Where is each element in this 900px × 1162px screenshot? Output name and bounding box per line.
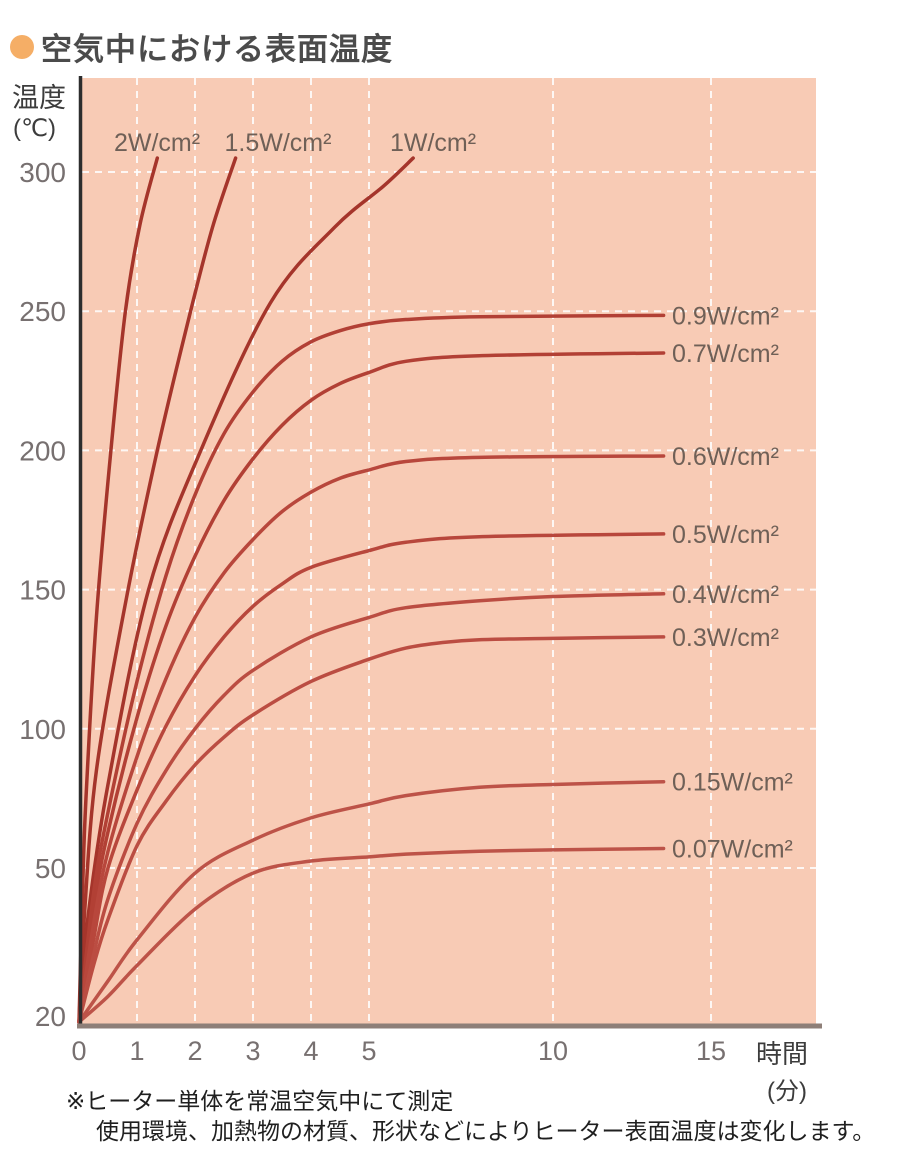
curve-label-0.3W/cm²: 0.3W/cm² <box>672 624 779 652</box>
footnote-measurement: ※ヒーター単体を常温空気中にて測定 <box>66 1088 454 1114</box>
curve-label-0.6W/cm²: 0.6W/cm² <box>672 443 779 471</box>
curve-label-0.5W/cm²: 0.5W/cm² <box>672 521 779 549</box>
x-axis-title: 時間 <box>756 1039 809 1069</box>
curve-0.7W/cm² <box>77 351 666 1024</box>
y-tick-300: 300 <box>19 157 66 188</box>
y-tick-250: 250 <box>19 296 66 327</box>
y-axis-unit: (℃) <box>13 115 56 142</box>
curve-label-2W/cm²: 2W/cm² <box>114 129 200 157</box>
curve-label-0.9W/cm²: 0.9W/cm² <box>672 302 779 330</box>
curve-1.5W/cm² <box>77 156 238 1024</box>
x-tick-5: 5 <box>361 1036 376 1066</box>
curve-0.6W/cm² <box>77 454 666 1024</box>
y-tick-50: 50 <box>35 853 66 884</box>
x-axis-unit: (分) <box>767 1078 807 1105</box>
curve-label-0.7W/cm²: 0.7W/cm² <box>672 340 779 368</box>
curve-label-0.07W/cm²: 0.07W/cm² <box>672 836 793 864</box>
curve-1W/cm² <box>77 156 415 1024</box>
y-tick-150: 150 <box>19 575 66 606</box>
y-tick-200: 200 <box>19 435 66 466</box>
page-title: 空気中における表面温度 <box>41 32 393 67</box>
curve-0.07W/cm² <box>77 846 666 1024</box>
curve-label-1W/cm²: 1W/cm² <box>390 129 476 157</box>
x-tick-1: 1 <box>129 1036 144 1066</box>
curve-0.9W/cm² <box>77 313 666 1024</box>
chart-header: 空気中における表面温度 <box>10 24 393 69</box>
footnote-disclaimer: 使用環境、加熱物の材質、形状などによりヒーター表面温度は変化します。 <box>96 1118 876 1144</box>
x-tick-10: 10 <box>538 1036 568 1066</box>
curve-label-0.15W/cm²: 0.15W/cm² <box>672 769 793 797</box>
y-tick-20: 20 <box>35 1001 66 1032</box>
plot-background <box>82 78 816 1024</box>
curve-label-1.5W/cm²: 1.5W/cm² <box>225 129 332 157</box>
curve-0.15W/cm² <box>77 779 666 1024</box>
curve-0.5W/cm² <box>77 532 666 1024</box>
bullet-icon <box>10 34 34 59</box>
y-tick-100: 100 <box>19 714 66 745</box>
curve-0.3W/cm² <box>77 635 666 1024</box>
x-tick-0: 0 <box>71 1036 86 1066</box>
curve-2W/cm² <box>77 156 160 1024</box>
x-tick-15: 15 <box>696 1036 726 1066</box>
y-axis-title: 温度 <box>12 83 66 113</box>
curve-0.4W/cm² <box>77 592 666 1024</box>
x-tick-3: 3 <box>245 1036 260 1066</box>
curve-label-0.4W/cm²: 0.4W/cm² <box>672 581 779 609</box>
x-tick-2: 2 <box>187 1036 202 1066</box>
x-tick-4: 4 <box>303 1036 318 1066</box>
